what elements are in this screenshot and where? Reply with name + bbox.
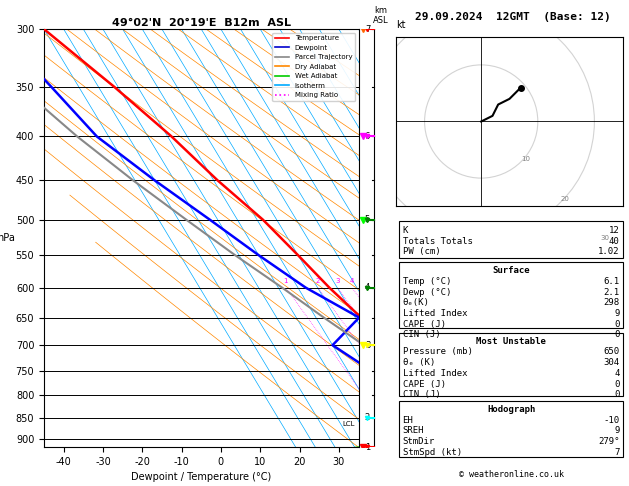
Text: θₑ (K): θₑ (K) (403, 358, 435, 367)
Text: © weatheronline.co.uk: © weatheronline.co.uk (459, 469, 564, 479)
Text: Surface: Surface (493, 266, 530, 276)
Text: 10: 10 (521, 156, 530, 162)
Text: 1: 1 (365, 443, 370, 451)
Text: 0: 0 (614, 380, 620, 389)
Text: LCL: LCL (342, 421, 355, 427)
Text: 1.02: 1.02 (598, 247, 620, 257)
Text: Hodograph: Hodograph (487, 405, 535, 414)
Text: 40: 40 (609, 237, 620, 246)
Text: CAPE (J): CAPE (J) (403, 380, 445, 389)
Text: 0: 0 (614, 390, 620, 399)
Text: kt: kt (396, 20, 406, 30)
Text: StmDir: StmDir (403, 437, 435, 446)
Text: θₑ(K): θₑ(K) (403, 298, 430, 308)
Text: 30: 30 (600, 235, 609, 242)
Text: Temp (°C): Temp (°C) (403, 277, 451, 286)
Text: 3: 3 (365, 341, 370, 350)
Text: hPa: hPa (0, 233, 15, 243)
Text: CAPE (J): CAPE (J) (403, 320, 445, 329)
Text: 6: 6 (365, 132, 370, 141)
Text: 5: 5 (365, 215, 370, 224)
Text: CIN (J): CIN (J) (403, 390, 440, 399)
Text: K: K (403, 226, 408, 235)
Text: 2: 2 (316, 278, 320, 283)
Text: SREH: SREH (403, 426, 424, 435)
Text: 7: 7 (365, 25, 370, 34)
Text: 6.1: 6.1 (603, 277, 620, 286)
Text: -10: -10 (603, 416, 620, 425)
Text: 2: 2 (365, 413, 370, 422)
Text: 4: 4 (350, 278, 354, 283)
Text: Dewp (°C): Dewp (°C) (403, 288, 451, 297)
Text: Lifted Index: Lifted Index (403, 309, 467, 318)
Text: 650: 650 (603, 347, 620, 357)
Text: 20: 20 (560, 196, 569, 202)
Text: Lifted Index: Lifted Index (403, 369, 467, 378)
Text: 9: 9 (614, 309, 620, 318)
Text: 1: 1 (284, 278, 288, 283)
Text: 4: 4 (614, 369, 620, 378)
Text: 304: 304 (603, 358, 620, 367)
Text: 3: 3 (335, 278, 340, 283)
Text: 298: 298 (603, 298, 620, 308)
Text: EH: EH (403, 416, 413, 425)
Text: Most Unstable: Most Unstable (476, 337, 546, 346)
X-axis label: Dewpoint / Temperature (°C): Dewpoint / Temperature (°C) (131, 472, 271, 483)
Title: 49°02'N  20°19'E  B12m  ASL: 49°02'N 20°19'E B12m ASL (112, 18, 291, 28)
Text: StmSpd (kt): StmSpd (kt) (403, 448, 462, 457)
Text: 4: 4 (365, 283, 370, 292)
Text: 9: 9 (614, 426, 620, 435)
Text: 12: 12 (609, 226, 620, 235)
Legend: Temperature, Dewpoint, Parcel Trajectory, Dry Adiabat, Wet Adiabat, Isotherm, Mi: Temperature, Dewpoint, Parcel Trajectory… (272, 33, 355, 101)
Text: Pressure (mb): Pressure (mb) (403, 347, 472, 357)
Text: PW (cm): PW (cm) (403, 247, 440, 257)
Text: 279°: 279° (598, 437, 620, 446)
Text: 0: 0 (614, 330, 620, 340)
Text: km
ASL: km ASL (373, 5, 388, 25)
Text: CIN (J): CIN (J) (403, 330, 440, 340)
Text: 0: 0 (614, 320, 620, 329)
Text: 7: 7 (614, 448, 620, 457)
Text: 2.1: 2.1 (603, 288, 620, 297)
Text: 29.09.2024  12GMT  (Base: 12): 29.09.2024 12GMT (Base: 12) (415, 12, 611, 22)
Text: Totals Totals: Totals Totals (403, 237, 472, 246)
